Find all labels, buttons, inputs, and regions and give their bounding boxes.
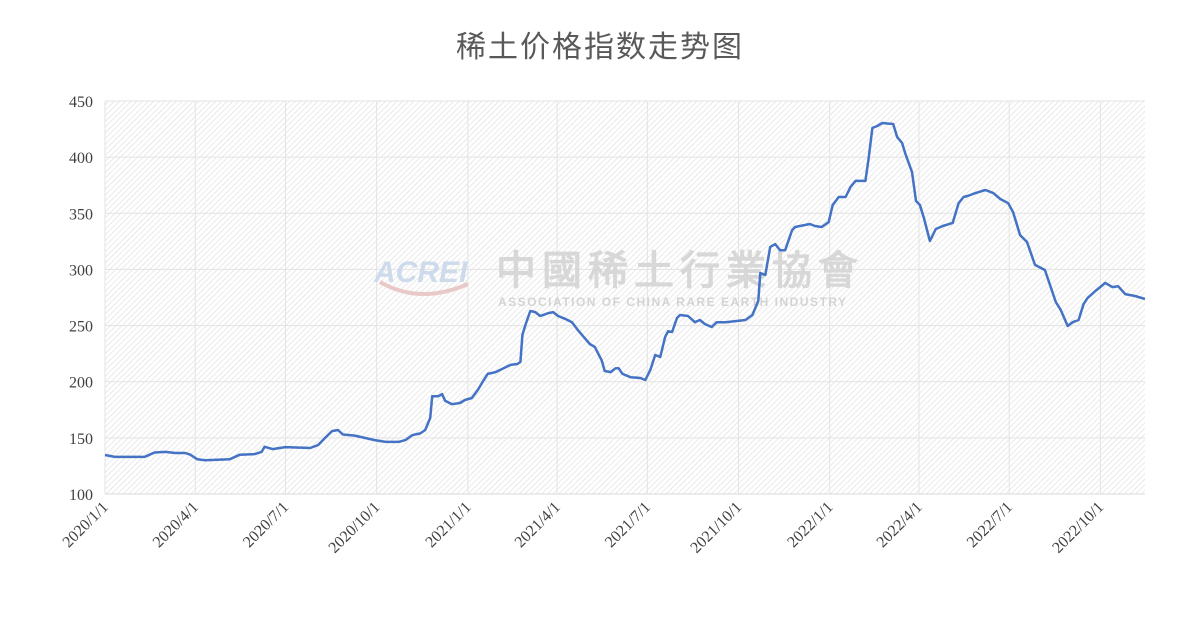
watermark-logo-swoosh xyxy=(379,280,469,296)
x-tick-label: 2020/7/1 xyxy=(240,499,292,551)
x-axis: 2020/1/1 2020/4/1 2020/7/1 2020/10/1 2021/1/… xyxy=(60,499,1108,557)
y-tick-label: 200 xyxy=(69,375,93,392)
x-tick-label: 2021/1/1 xyxy=(422,499,474,551)
y-tick-label: 450 xyxy=(69,94,93,111)
x-tick-label: 2021/7/1 xyxy=(602,499,654,551)
x-tick-label: 2021/10/1 xyxy=(687,499,745,557)
x-tick-label: 2020/10/1 xyxy=(326,499,384,557)
y-tick-label: 150 xyxy=(69,431,93,448)
y-tick-label: 250 xyxy=(69,319,93,336)
x-tick-label: 2021/4/1 xyxy=(512,499,564,551)
watermark-cn: 中國稀土行業協會 xyxy=(496,247,864,294)
plot-area xyxy=(105,101,1145,494)
watermark-en: ASSOCIATION OF CHINA RARE EARTH INDUSTRY xyxy=(498,295,848,309)
x-tick-label: 2022/10/1 xyxy=(1049,499,1107,557)
watermark-logo: ACREI xyxy=(373,256,468,289)
y-axis: 100 150 200 250 300 350 400 450 xyxy=(69,94,93,504)
x-tick-label: 2022/1/1 xyxy=(784,499,836,551)
y-tick-label: 100 xyxy=(69,487,93,504)
y-tick-label: 350 xyxy=(69,206,93,223)
series-line xyxy=(104,121,1146,462)
x-tick-label: 2022/4/1 xyxy=(874,499,926,551)
y-tick-label: 400 xyxy=(69,150,93,167)
chart-title: 稀土价格指数走势图 xyxy=(456,30,744,65)
x-tick-label: 2020/1/1 xyxy=(60,499,112,551)
gridlines xyxy=(104,100,1145,495)
x-tick-label: 2020/4/1 xyxy=(150,499,202,551)
y-tick-label: 300 xyxy=(69,262,93,279)
x-tick-label: 2022/7/1 xyxy=(964,499,1016,551)
